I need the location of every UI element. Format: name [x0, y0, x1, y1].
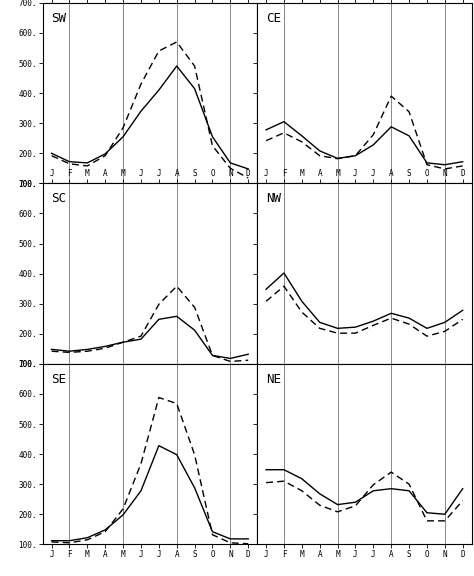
Text: SC: SC [51, 192, 66, 206]
Text: SW: SW [51, 12, 66, 25]
Text: CE: CE [266, 12, 281, 25]
Text: SE: SE [51, 373, 66, 386]
Text: NE: NE [266, 373, 281, 386]
Text: NW: NW [266, 192, 281, 206]
